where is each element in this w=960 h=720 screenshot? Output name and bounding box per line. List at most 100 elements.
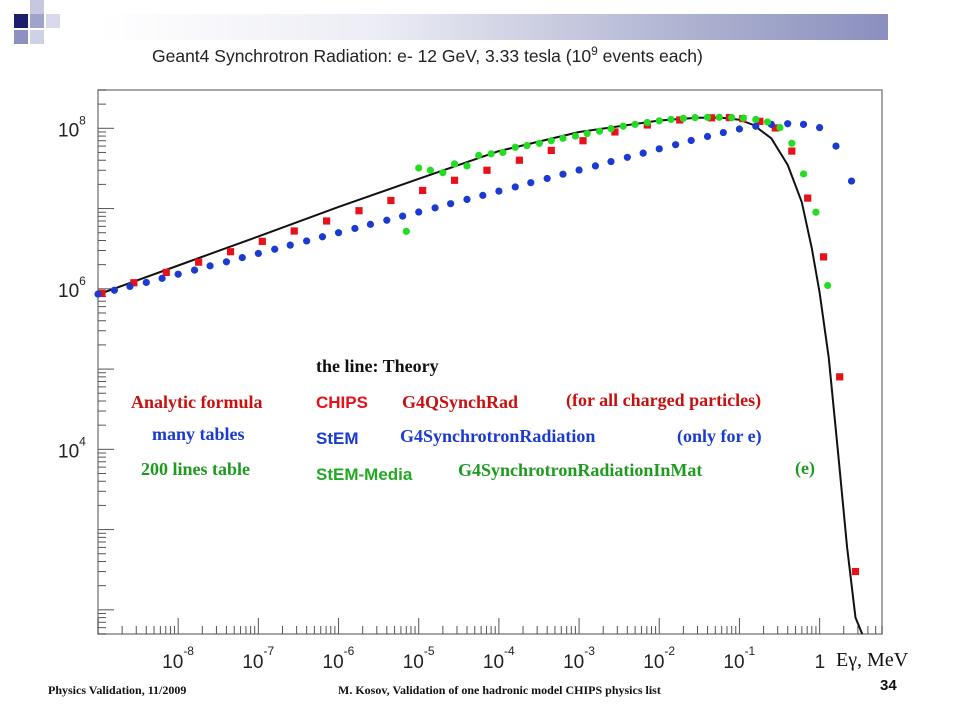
marker-chips	[323, 217, 331, 225]
marker-chips	[836, 373, 844, 381]
series-chips	[98, 113, 860, 576]
marker-stem	[383, 216, 391, 224]
marker-chips	[195, 258, 203, 266]
marker-stem-media	[583, 129, 591, 138]
series-stem-media	[402, 113, 832, 290]
legend-row2-left: many tables	[152, 424, 245, 444]
marker-chips	[579, 137, 587, 145]
x-tick-label: 10-2	[643, 644, 675, 673]
marker-stem-media	[607, 125, 615, 133]
marker-stem-media	[571, 132, 580, 140]
marker-stem-media	[595, 127, 604, 135]
marker-stem-media	[788, 139, 796, 147]
marker-stem-media	[523, 141, 531, 150]
marker-chips	[851, 567, 860, 576]
marker-stem	[607, 157, 615, 166]
marker-stem-media	[824, 281, 832, 290]
marker-stem	[222, 258, 231, 266]
marker-stem	[511, 183, 519, 191]
legend-row2-note: (only for e)	[677, 426, 762, 447]
marker-stem-media	[703, 113, 712, 121]
marker-chips	[708, 114, 716, 122]
marker-chips	[819, 253, 828, 261]
x-axis-label: Eγ, MeV	[836, 649, 909, 671]
marker-stem	[206, 262, 214, 270]
marker-chips	[788, 147, 796, 155]
y-tick-label: 106	[58, 274, 86, 302]
marker-stem	[799, 120, 808, 128]
marker-stem-media	[619, 122, 627, 130]
y-tick-label: 108	[58, 113, 86, 141]
marker-stem	[190, 266, 199, 274]
marker-chips	[515, 156, 523, 164]
marker-chips	[226, 248, 235, 256]
marker-stem	[639, 149, 647, 157]
marker-stem-media	[691, 113, 699, 122]
marker-stem-media	[655, 117, 663, 125]
legend-row1-left: Analytic formula	[131, 392, 262, 412]
x-tick-label-one: 1	[815, 652, 826, 673]
marker-chips	[756, 117, 764, 125]
header-bar-end	[888, 14, 960, 40]
marker-stem-media	[426, 166, 435, 174]
marker-stem-media	[559, 134, 567, 142]
legend-row3-class: G4SynchrotronRadiationInMat	[458, 460, 702, 480]
marker-stem	[415, 208, 423, 216]
corner-square-mid2	[14, 30, 28, 44]
marker-stem	[447, 200, 455, 208]
header-gradient-bar	[100, 14, 888, 40]
marker-stem-media	[739, 114, 747, 122]
marker-stem	[366, 220, 375, 228]
marker-stem	[703, 132, 712, 141]
marker-stem-media	[463, 162, 471, 170]
marker-stem	[655, 145, 663, 153]
marker-chips	[419, 186, 427, 195]
marker-chips	[676, 116, 684, 124]
marker-stem	[351, 224, 359, 233]
marker-stem	[254, 249, 262, 258]
marker-stem-media	[752, 115, 760, 124]
marker-stem-media	[728, 113, 736, 122]
marker-stem	[110, 286, 118, 294]
marker-stem	[463, 195, 471, 204]
marker-stem-media	[667, 115, 675, 124]
marker-chips	[258, 237, 266, 245]
marker-chips	[290, 227, 298, 235]
marker-stem-media	[535, 139, 543, 147]
legend-row1-note: (for all charged particles)	[566, 390, 761, 411]
chart-title: Geant4 Synchrotron Radiation: e- 12 GeV,…	[152, 44, 703, 66]
marker-stem-media	[643, 118, 651, 127]
marker-stem	[816, 124, 824, 132]
marker-chips	[804, 194, 812, 202]
marker-stem	[94, 290, 102, 298]
marker-stem-media	[475, 151, 483, 159]
marker-stem	[543, 174, 551, 183]
marker-chips	[771, 124, 779, 132]
marker-stem	[687, 136, 695, 145]
marker-stem-media	[402, 227, 410, 235]
marker-stem-media	[439, 169, 447, 177]
corner-square-light	[30, 0, 44, 14]
legend-row1-name: CHIPS	[316, 393, 368, 412]
corner-square-navy	[14, 14, 28, 28]
x-tick-label: 10-5	[403, 644, 435, 673]
marker-stem	[399, 212, 407, 220]
legend-row3-note: (e)	[795, 458, 815, 479]
legend-row3-left: 200 lines table	[141, 459, 250, 479]
marker-stem	[238, 253, 246, 262]
marker-stem-media	[763, 118, 772, 126]
x-tick-label: 10-4	[483, 644, 515, 673]
marker-stem	[847, 177, 856, 185]
legend-header: the line: Theory	[316, 356, 439, 376]
marker-stem-media	[499, 148, 507, 157]
legend-row2-class: G4SynchrotronRadiation	[400, 426, 595, 446]
legend-row1-class: G4QSynchRad	[402, 392, 518, 412]
marker-stem	[334, 229, 343, 237]
marker-stem	[142, 278, 150, 287]
x-tick-label: 10-6	[323, 644, 355, 673]
page-number: 34	[880, 677, 897, 694]
corner-square-light2	[46, 14, 60, 28]
marker-stem	[784, 120, 792, 128]
x-tick-label: 10-3	[563, 644, 595, 673]
marker-stem-media	[450, 160, 459, 168]
